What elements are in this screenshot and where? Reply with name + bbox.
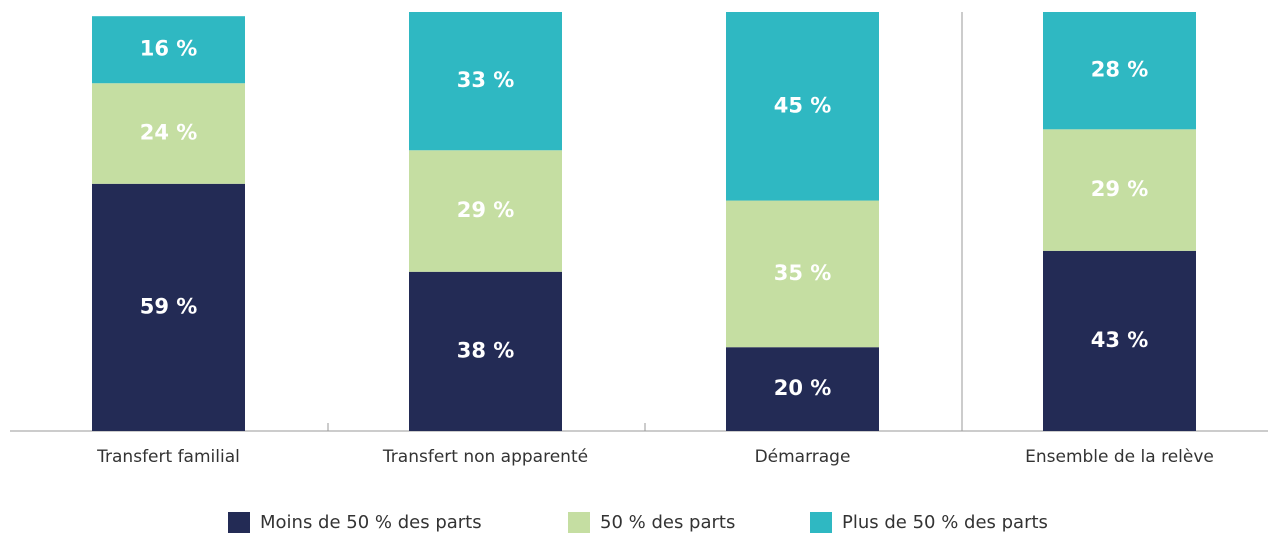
legend-label: Moins de 50 % des parts: [260, 512, 482, 533]
bar-segment: [726, 347, 879, 431]
x-tick-label: Transfert familial: [96, 447, 240, 467]
value-label: 45 %: [774, 93, 832, 117]
legend-swatch: [228, 512, 250, 533]
value-label: 43 %: [1091, 328, 1149, 352]
bar-segment: [726, 12, 879, 201]
bar-segment: [409, 12, 562, 151]
bar-segment: [1043, 12, 1196, 130]
bar-segment: [409, 150, 562, 272]
bar-segment: [92, 16, 245, 84]
x-tick-label: Démarrage: [755, 447, 851, 467]
legend-swatch: [810, 512, 832, 533]
value-label: 24 %: [140, 121, 198, 145]
bar-segment: [1043, 129, 1196, 251]
x-tick-label: Transfert non apparenté: [382, 447, 588, 467]
value-label: 38 %: [457, 338, 515, 362]
legend-swatch: [568, 512, 590, 533]
value-label: 28 %: [1091, 58, 1149, 82]
legend-label: 50 % des parts: [600, 512, 735, 533]
x-tick-label: Ensemble de la relève: [1025, 447, 1214, 467]
value-label: 59 %: [140, 294, 198, 318]
bar-segment: [1043, 250, 1196, 431]
value-label: 35 %: [774, 261, 832, 285]
value-label: 16 %: [140, 37, 198, 61]
bar-segment: [409, 271, 562, 431]
bar-segment: [726, 200, 879, 348]
value-label: 29 %: [1091, 177, 1149, 201]
value-label: 20 %: [774, 376, 832, 400]
value-label: 29 %: [457, 198, 515, 222]
bar-segment: [92, 183, 245, 431]
value-label: 33 %: [457, 68, 515, 92]
legend-label: Plus de 50 % des parts: [842, 512, 1048, 533]
bar-segment: [92, 83, 245, 184]
